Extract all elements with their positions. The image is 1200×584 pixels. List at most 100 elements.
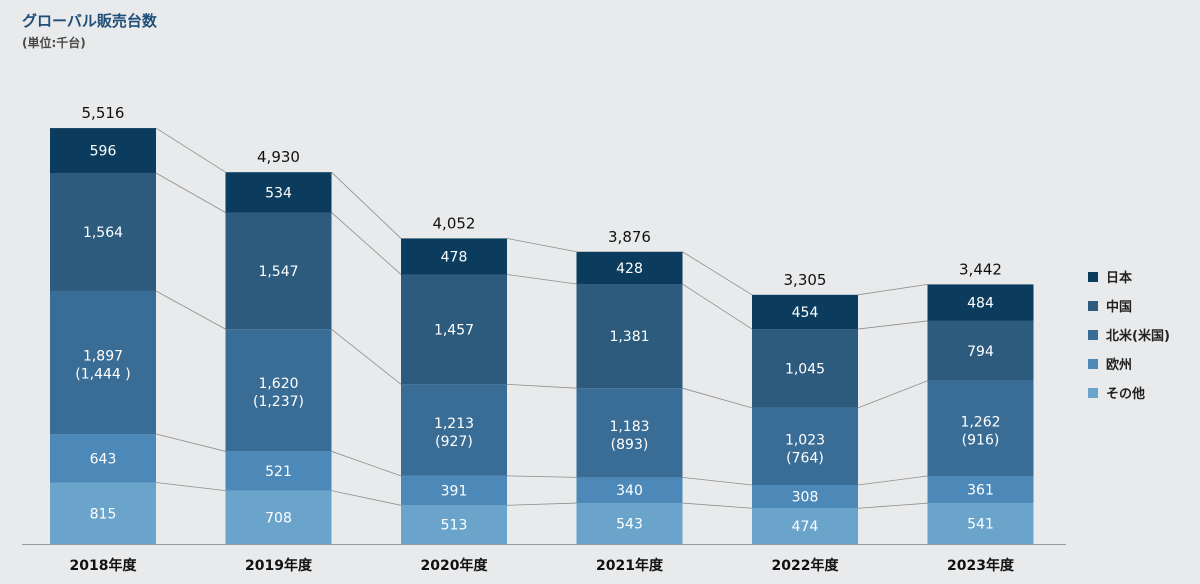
value-label-europe: 643 [90, 451, 117, 467]
connector-line [331, 328, 402, 385]
bar-segment-japan [752, 294, 858, 330]
value-label-china: 1,547 [258, 264, 298, 280]
value-label-north-america: 1,023 [785, 432, 825, 448]
legend-item-other: その他 [1088, 378, 1170, 407]
total-label: 3,305 [784, 271, 827, 289]
total-label: 3,876 [608, 228, 651, 246]
bar-segment-other [576, 503, 683, 544]
connector-line [155, 172, 226, 213]
bar-segment-europe [576, 477, 683, 504]
value-label-china: 1,457 [434, 322, 474, 338]
legend-swatch-china [1088, 300, 1098, 311]
value-label-other: 474 [792, 519, 819, 535]
total-label: 5,516 [82, 104, 125, 122]
x-tick-label: 2021年度 [596, 557, 664, 574]
bar-segment-north-america [225, 329, 332, 452]
bar-segment-japan [225, 172, 332, 213]
legend-label-europe: 欧州 [1106, 358, 1133, 373]
legend-item-china: 中国 [1088, 291, 1170, 320]
connector-line [682, 502, 753, 509]
bar-segment-china [401, 274, 507, 385]
value-label-china: 1,564 [83, 225, 123, 241]
bar-segment-europe [752, 485, 858, 509]
sub-value-label-north-america: (893) [611, 437, 649, 453]
connector-line [682, 251, 753, 296]
connector-line [682, 283, 753, 330]
value-label-japan: 454 [792, 305, 819, 321]
connector-line [331, 450, 402, 477]
connector-line [155, 482, 226, 492]
bar-segment-north-america [576, 388, 683, 478]
connector-line [331, 212, 402, 275]
value-label-other: 543 [616, 517, 643, 533]
bar-segment-china [50, 173, 156, 291]
connector-line [857, 502, 928, 509]
value-label-other: 708 [265, 510, 292, 526]
total-label: 4,930 [257, 148, 300, 166]
legend-label-north-america: 北米(米国) [1106, 329, 1170, 344]
value-label-north-america: 1,620 [258, 376, 298, 392]
legend-swatch-japan [1088, 271, 1098, 282]
bar-segment-europe [50, 434, 156, 483]
sub-value-label-north-america: (1,444 ) [75, 367, 130, 383]
value-label-japan: 596 [90, 144, 117, 160]
value-label-china: 1,045 [785, 361, 825, 377]
sub-value-label-north-america: (927) [435, 434, 473, 450]
value-label-japan: 534 [265, 185, 292, 201]
bar-segment-japan [927, 284, 1034, 321]
chart-title: グローバル販売台数 [22, 12, 157, 30]
bar-segment-europe [401, 475, 507, 506]
value-label-north-america: 1,183 [609, 419, 649, 435]
connector-line [506, 502, 577, 506]
bar-segment-other [50, 482, 156, 544]
value-label-europe: 308 [792, 490, 819, 506]
sub-value-label-north-america: (916) [962, 432, 1000, 448]
x-tick-label: 2023年度 [947, 557, 1015, 574]
bar-segment-other [401, 505, 507, 544]
total-label: 4,052 [433, 214, 476, 232]
legend-item-europe: 欧州 [1088, 349, 1170, 378]
connector-lines [155, 127, 928, 509]
bar-segment-north-america [50, 290, 156, 435]
bar-segment-japan [576, 251, 683, 285]
legend-label-japan: 日本 [1106, 271, 1133, 286]
connector-line [506, 475, 577, 478]
sub-value-label-north-america: (764) [786, 450, 824, 466]
connector-line [857, 380, 928, 409]
connector-line [155, 290, 226, 330]
connector-line [857, 475, 928, 486]
value-label-europe: 391 [441, 484, 468, 500]
value-label-japan: 478 [441, 249, 468, 265]
value-label-europe: 521 [265, 464, 292, 480]
legend: 日本 中国 北米(米国) 欧州 その他 [1088, 262, 1170, 407]
value-label-other: 513 [441, 518, 468, 534]
connector-line [682, 477, 753, 486]
legend-swatch-north-america [1088, 329, 1098, 340]
value-label-europe: 361 [967, 483, 994, 499]
bar-segment-north-america [927, 380, 1034, 476]
connector-line [506, 274, 577, 285]
bar-segment-europe [225, 451, 332, 491]
bar-segment-japan [50, 128, 156, 174]
bar-segment-other [225, 490, 332, 544]
value-label-europe: 340 [616, 483, 643, 499]
x-tick-label: 2022年度 [772, 557, 840, 574]
value-label-japan: 428 [616, 261, 643, 277]
legend-label-china: 中国 [1106, 300, 1133, 315]
value-label-north-america: 1,897 [83, 349, 123, 365]
bar-segment-north-america [401, 384, 507, 476]
value-label-china: 794 [967, 344, 994, 360]
bar-segment-china [927, 320, 1034, 381]
legend-item-north-america: 北米(米国) [1088, 320, 1170, 349]
legend-label-other: その他 [1106, 387, 1146, 402]
legend-item-japan: 日本 [1088, 262, 1170, 291]
connector-line [331, 490, 402, 506]
value-label-other: 541 [967, 517, 994, 533]
chart-unit-label: (単位:千台) [22, 36, 86, 50]
x-tick-label: 2019年度 [245, 557, 313, 574]
bar-segment-china [752, 329, 858, 408]
value-label-china: 1,381 [609, 329, 649, 345]
total-label: 3,442 [959, 260, 1002, 278]
bar-segment-china [225, 212, 332, 330]
